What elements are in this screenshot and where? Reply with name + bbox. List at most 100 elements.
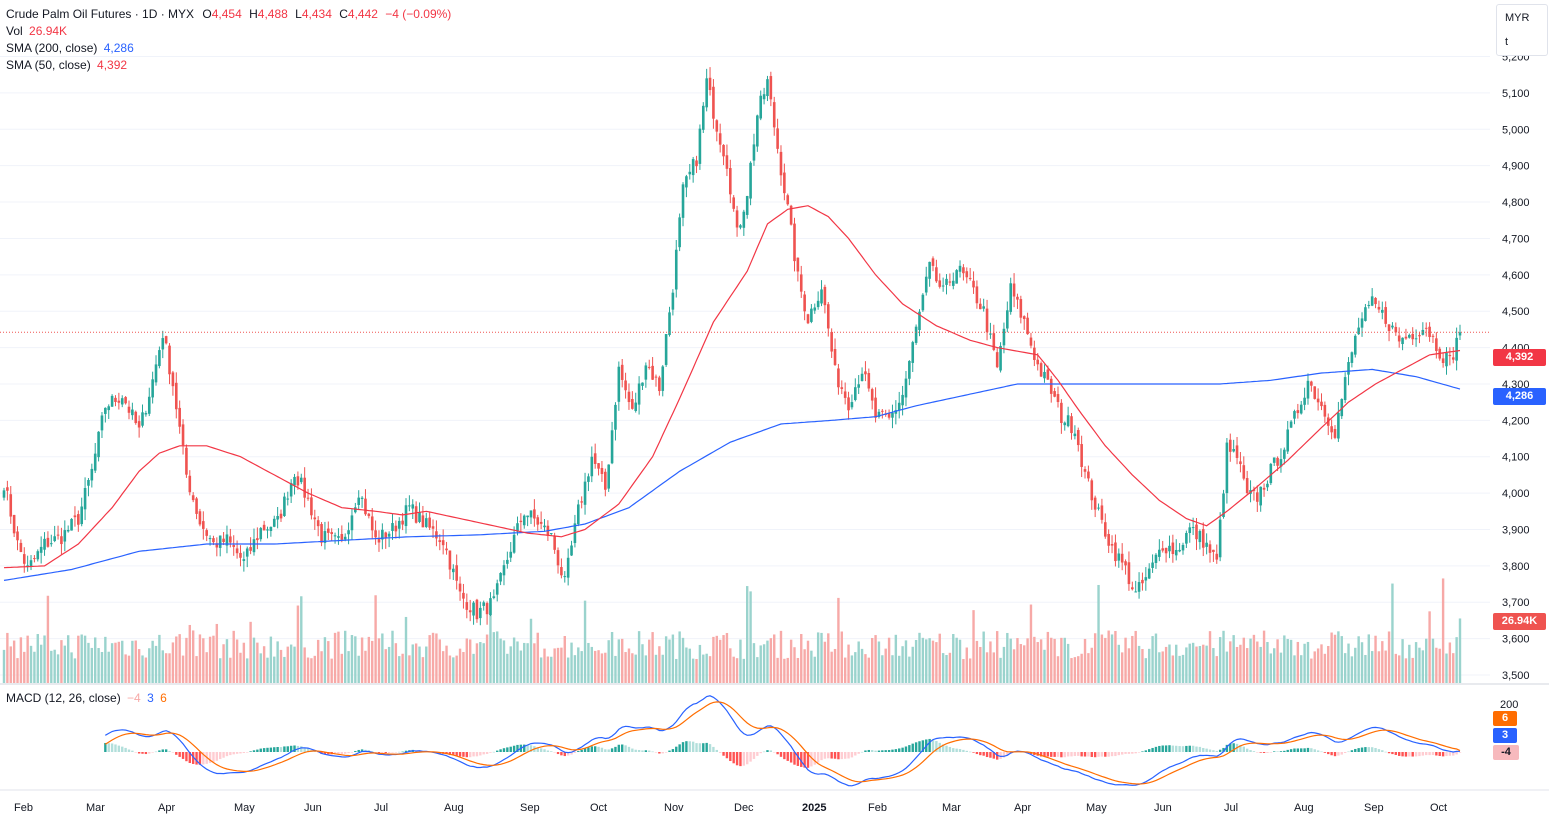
macd-hist-bar (1306, 747, 1310, 752)
candle-body (256, 538, 259, 541)
volume-bar (1073, 657, 1077, 683)
candle-body (39, 546, 43, 553)
macd-hist-bar (1043, 752, 1046, 757)
macd-hist-bar (877, 750, 881, 752)
candle-body (897, 402, 901, 411)
vol-value: 26.94K (29, 24, 68, 38)
open-value: 4,454 (211, 7, 242, 21)
candle-body (222, 538, 225, 542)
macd-hist-bar (783, 752, 786, 760)
volume-bar (33, 651, 36, 683)
volume-bar (658, 646, 661, 683)
macd-hist-bar (847, 752, 850, 759)
candle-body (948, 281, 952, 283)
volume-bar (823, 641, 827, 683)
volume-bar (232, 630, 235, 683)
candle-body (185, 447, 188, 475)
volume-bar (1232, 635, 1235, 683)
low-value: 4,434 (301, 7, 332, 21)
macd-hist-bar (269, 747, 273, 752)
candle-body (215, 543, 219, 548)
symbol-title[interactable]: Crude Palm Oil Futures · 1D · MYX (6, 7, 195, 21)
candle-body (732, 197, 735, 209)
macd-hist-bar (769, 750, 773, 752)
candle-body (951, 280, 955, 286)
high-label: H (249, 7, 258, 21)
candle-body (12, 514, 16, 534)
volume-legend[interactable]: Vol 26.94K (6, 23, 67, 40)
candle-body (1279, 459, 1283, 467)
volume-bar (1178, 655, 1181, 683)
candle-body (1333, 428, 1337, 438)
volume-bar (820, 632, 823, 683)
macd-hist-bar (887, 750, 891, 752)
volume-bar (367, 636, 371, 683)
volume-bar (1218, 637, 1222, 683)
candle-body (556, 550, 560, 566)
macd-line-tag: 3 (1493, 728, 1517, 743)
macd-legend[interactable]: MACD (12, 26, close) −4 3 6 (6, 690, 167, 707)
time-axis[interactable]: Feb Mar Apr May Jun Jul Aug Sep Oct Nov Dec 2025 Feb… (0, 789, 1549, 814)
macd-hist-bar (293, 745, 296, 752)
candle-body (712, 86, 715, 119)
macd-hist-bar (1408, 752, 1411, 757)
candle-body (1360, 318, 1364, 328)
macd-hist-bar (107, 743, 110, 752)
volume-bar (1279, 652, 1283, 683)
macd-hist-bar (1279, 751, 1283, 752)
macd-hist-bar (1178, 746, 1181, 752)
volume-bar (1046, 631, 1050, 683)
candle-body (293, 476, 296, 486)
volume-bar (87, 642, 90, 683)
candle-body (745, 196, 749, 215)
macd-hist-bar (1310, 748, 1313, 752)
macd-hist-bar (1181, 746, 1185, 752)
volume-bar (952, 634, 955, 683)
volume-bar (648, 639, 651, 683)
candle-body (924, 276, 928, 293)
candle-body (367, 513, 371, 517)
macd-hist-bar (1333, 752, 1337, 757)
candle-body (786, 195, 790, 205)
volume-bar (1384, 650, 1387, 683)
volume-bar (266, 657, 269, 683)
sma200-legend[interactable]: SMA (200, close) 4,286 (6, 40, 134, 57)
high-value: 4,488 (257, 7, 288, 21)
volume-bar (519, 650, 523, 683)
candle-body (1458, 332, 1462, 336)
candle-body (1208, 544, 1212, 553)
macd-hist-bar (1141, 751, 1144, 753)
macd-hist-bar (870, 750, 874, 752)
candle-body (695, 160, 698, 167)
candle-body (1134, 591, 1137, 593)
macd-hist-bar (462, 752, 465, 757)
volume-bar (448, 655, 452, 683)
volume-bar (833, 648, 837, 683)
volume-bar (928, 638, 931, 683)
macd-hist-bar (854, 752, 857, 756)
candle-body (1131, 587, 1134, 590)
volume-bar (1202, 644, 1205, 683)
candle-body (1168, 545, 1171, 552)
macd-hist-bar (1195, 746, 1198, 752)
time-tick-label: Aug (444, 802, 464, 814)
volume-bar (296, 605, 300, 683)
candle-body (418, 512, 421, 522)
macd-hist-bar (1077, 752, 1080, 756)
macd-hist-bar (1296, 748, 1300, 752)
volume-bar (1431, 638, 1435, 683)
volume-bar (191, 630, 195, 683)
macd-hist-bar (242, 752, 246, 753)
currency-unit-selector[interactable]: MYR t (1496, 4, 1548, 56)
macd-hist-bar (624, 745, 627, 752)
volume-bar (533, 643, 536, 683)
candle-body (870, 389, 874, 401)
macd-hist-bar (1357, 748, 1360, 752)
macd-hist-bar (195, 752, 198, 765)
price-axis[interactable]: 3,500 3,600 3,700 3,800 3,900 4,000 4,100 4,200… (1502, 52, 1530, 682)
candle-body (769, 76, 773, 100)
sma50-legend[interactable]: SMA (50, close) 4,392 (6, 57, 127, 74)
volume-bar (421, 657, 425, 683)
volume-bar (80, 634, 83, 683)
